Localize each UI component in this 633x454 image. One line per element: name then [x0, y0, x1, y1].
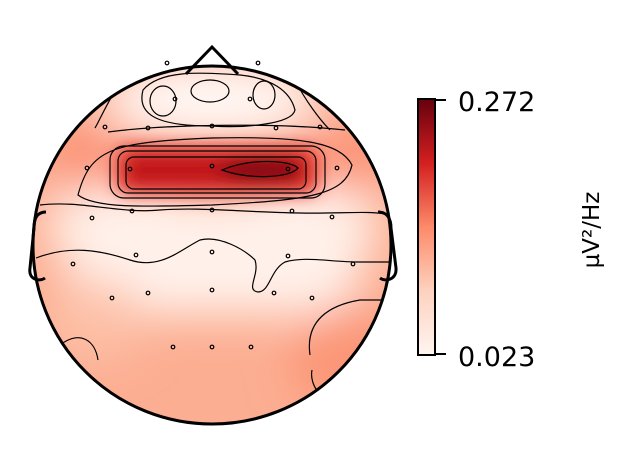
sensor-marker — [209, 344, 215, 350]
sensor-marker — [273, 125, 279, 131]
sensor-markers — [70, 60, 356, 350]
sensor-marker — [209, 163, 215, 169]
sensor-marker — [172, 96, 178, 102]
sensor-marker — [109, 295, 115, 301]
colorbar: 0.272 0.023 µV²/Hz — [417, 87, 605, 373]
left-ear — [28, 210, 47, 282]
head-outline — [28, 44, 398, 426]
sensor-marker — [247, 96, 253, 102]
sensor-marker — [209, 287, 215, 293]
colorbar-unit-label: µV²/Hz — [579, 192, 605, 269]
sensor-marker — [133, 252, 139, 258]
sensor-marker — [248, 344, 254, 350]
right-ear — [377, 210, 398, 282]
sensor-marker — [127, 166, 133, 172]
sensor-marker — [271, 290, 277, 296]
sensor-marker — [309, 295, 315, 301]
sensor-marker — [255, 60, 261, 66]
sensor-marker — [285, 253, 291, 259]
sensor-marker — [84, 165, 90, 171]
sensor-marker — [89, 215, 95, 221]
colorbar-gradient — [417, 98, 436, 356]
sensor-marker — [170, 344, 176, 350]
sensor-marker — [350, 261, 356, 267]
colorbar-min-label: 0.023 — [458, 342, 535, 373]
sensor-marker — [209, 249, 215, 255]
nose — [184, 44, 240, 76]
sensor-marker — [209, 123, 215, 129]
sensor-marker — [102, 124, 108, 130]
sensor-marker — [209, 207, 215, 213]
sensor-marker — [145, 125, 151, 131]
colorbar-max-label: 0.272 — [458, 87, 535, 118]
sensor-marker — [329, 214, 335, 220]
sensor-marker — [334, 165, 340, 171]
sensor-marker — [285, 166, 291, 172]
sensor-marker — [145, 290, 151, 296]
sensor-marker — [70, 261, 76, 267]
sensor-marker — [129, 208, 135, 214]
sensor-marker — [317, 124, 323, 130]
sensor-marker — [164, 60, 170, 66]
sensor-marker — [289, 208, 295, 214]
